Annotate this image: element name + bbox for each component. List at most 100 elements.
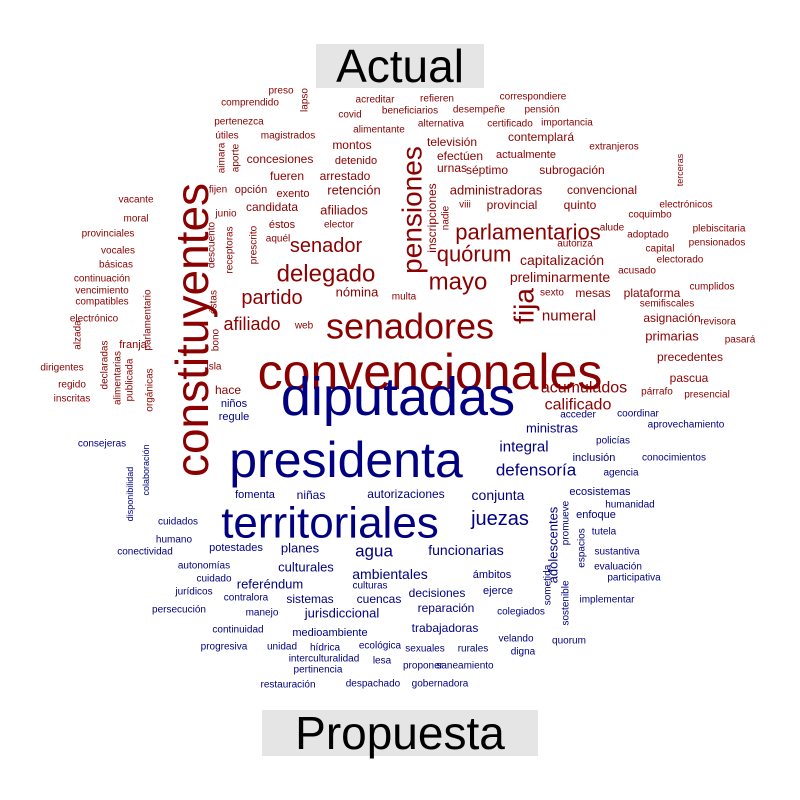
word-revisora: revisora bbox=[700, 317, 736, 328]
word-nómina: nómina bbox=[336, 285, 379, 300]
word-coquimbo: coquimbo bbox=[628, 210, 672, 221]
word-exento: exento bbox=[276, 188, 309, 200]
word-televisión: televisión bbox=[427, 135, 477, 149]
word-moral: moral bbox=[123, 214, 148, 225]
word-aprovechamiento: aprovechamiento bbox=[648, 420, 725, 431]
word-pensión: pensión bbox=[524, 105, 559, 116]
word-prescrito: prescrito bbox=[249, 225, 260, 264]
word-sostenible: sostenible bbox=[561, 580, 572, 625]
word-hace: hace bbox=[215, 383, 241, 397]
word-isla: isla bbox=[206, 362, 221, 373]
word-asignación: asignación bbox=[643, 311, 700, 325]
word-sometida: sometida bbox=[543, 564, 554, 605]
word-semifiscales: semifiscales bbox=[640, 299, 694, 310]
word-declaradas: declaradas bbox=[100, 341, 111, 390]
word-sexto: sexto bbox=[540, 288, 564, 299]
word-quórum: quórum bbox=[437, 242, 512, 267]
word-refieren: refieren bbox=[420, 94, 454, 105]
word-sistemas: sistemas bbox=[286, 592, 333, 606]
word-decisiones: decisiones bbox=[409, 586, 466, 600]
word-subrogación: subrogación bbox=[539, 163, 604, 177]
word-alimentante: alimentante bbox=[353, 125, 405, 136]
word-restauración: restauración bbox=[260, 680, 315, 691]
word-jurisdiccional: jurisdiccional bbox=[304, 606, 380, 621]
word-velando: velando bbox=[498, 634, 533, 645]
word-lapso: lapso bbox=[300, 88, 311, 112]
word-alternativa: alternativa bbox=[418, 119, 465, 130]
word-preliminarmente: preliminarmente bbox=[510, 269, 611, 285]
word-alzada: alzada bbox=[73, 320, 84, 350]
word-inclusión: inclusión bbox=[573, 452, 616, 464]
word-candidata: candidata bbox=[246, 200, 298, 214]
word-enfoque: enfoque bbox=[576, 509, 616, 521]
word-colegiados: colegiados bbox=[497, 607, 545, 618]
word-defensoría: defensoría bbox=[496, 461, 577, 480]
word-rurales: rurales bbox=[458, 644, 489, 655]
word-extranjeros: extranjeros bbox=[589, 142, 638, 153]
word-hídrica: hídrica bbox=[310, 643, 340, 654]
word-convencionales: convencionales bbox=[258, 344, 603, 400]
word-vacante: vacante bbox=[118, 195, 153, 206]
word-fueren: fueren bbox=[270, 169, 304, 183]
word-retención: retención bbox=[327, 183, 380, 198]
word-progresiva: progresiva bbox=[201, 642, 248, 653]
word-humanidad: humanidad bbox=[605, 500, 654, 511]
word-ejerce: ejerce bbox=[483, 585, 513, 597]
word-inscripciones: inscripciones bbox=[425, 183, 439, 252]
word-evaluación: evaluación bbox=[594, 562, 642, 573]
word-potestades: potestades bbox=[209, 542, 263, 554]
word-primarias: primarias bbox=[645, 329, 699, 344]
word-adolescentes: adolescentes bbox=[546, 506, 561, 583]
word-inscritas: inscritas bbox=[54, 394, 91, 405]
word-conjunta: conjunta bbox=[472, 487, 525, 503]
word-saneamiento: saneamiento bbox=[436, 661, 494, 672]
word-acumulados: acumulados bbox=[541, 380, 627, 397]
word-acusado: acusado bbox=[618, 266, 656, 277]
word-calificado: calificado bbox=[545, 397, 612, 414]
word-plataforma: plataforma bbox=[624, 286, 681, 300]
word-participativa: participativa bbox=[607, 573, 661, 584]
word-provinciales: provinciales bbox=[82, 229, 135, 240]
word-alimentarias: alimentarias bbox=[113, 351, 124, 405]
word-parlamentario: parlamentario bbox=[143, 289, 154, 351]
word-conectividad: conectividad bbox=[117, 547, 173, 558]
word-útiles: útiles bbox=[215, 131, 238, 142]
word-niñas: niñas bbox=[297, 488, 326, 502]
word-covid: covid bbox=[338, 110, 361, 121]
word-agencia: agencia bbox=[603, 468, 638, 479]
word-jurídicos: jurídicos bbox=[174, 587, 212, 598]
word-promueve: promueve bbox=[561, 500, 572, 545]
word-humano: humano bbox=[156, 535, 193, 546]
word-persecución: persecución bbox=[152, 605, 206, 616]
word-funcionarias: funcionarias bbox=[428, 542, 504, 558]
word-mayo: mayo bbox=[429, 269, 488, 296]
word-comprendido: comprendido bbox=[221, 98, 279, 109]
word-pertinencia: pertinencia bbox=[294, 665, 343, 676]
word-pascua: pascua bbox=[670, 371, 709, 385]
word-policías: policías bbox=[596, 436, 630, 447]
word-efectúen: efectúen bbox=[437, 149, 483, 163]
word-implementar: implementar bbox=[579, 595, 635, 606]
word-aporte: aporte bbox=[231, 143, 242, 172]
word-detenido: detenido bbox=[335, 155, 377, 167]
word-colaboración: colaboración bbox=[141, 444, 151, 495]
word-referéndum: referéndum bbox=[237, 577, 303, 592]
word-básicas: básicas bbox=[99, 260, 133, 271]
word-correspondiere: correspondiere bbox=[500, 92, 567, 103]
word-cumplidos: cumplidos bbox=[689, 282, 734, 293]
word-pensionados: pensionados bbox=[689, 238, 746, 249]
word-éstas: éstas bbox=[209, 290, 220, 314]
word-certificado: certificado bbox=[487, 119, 533, 130]
word-presidenta: presidenta bbox=[229, 432, 463, 488]
word-dirigentes: dirigentes bbox=[40, 363, 83, 374]
word-regule: regule bbox=[219, 411, 250, 423]
word-lesa: lesa bbox=[373, 656, 392, 667]
word-arrestado: arrestado bbox=[320, 169, 371, 183]
word-vocales: vocales bbox=[101, 246, 135, 257]
word-opción: opción bbox=[235, 184, 267, 196]
word-electorado: electorado bbox=[657, 255, 704, 266]
word-pertenezca: pertenezca bbox=[214, 117, 264, 128]
word-integral: integral bbox=[499, 439, 548, 456]
word-nadie: nadie bbox=[441, 205, 452, 230]
